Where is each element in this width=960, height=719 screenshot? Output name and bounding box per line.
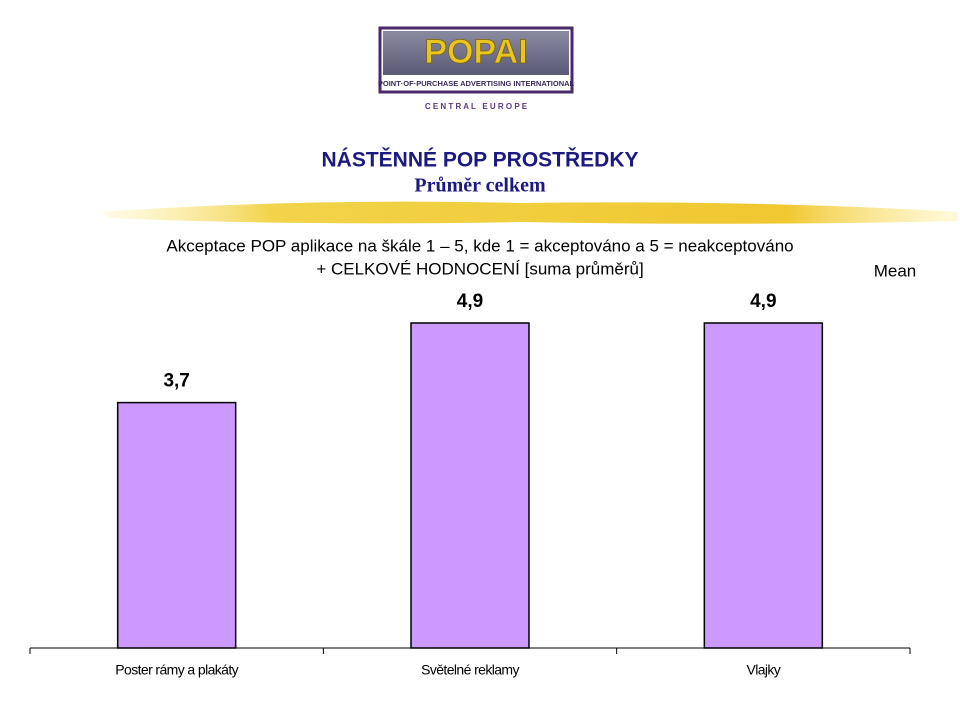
logo-name: POPAI [424,33,527,71]
slide-subtitle: Průměr celkem [414,175,546,197]
bar [703,322,824,649]
x-tick-label: Vlajky [746,662,780,678]
slide-title: NÁSTĚNNÉ POP PROSTŘEDKY [322,148,639,172]
logo-region: C E N T R A L E U R O P E [425,102,528,111]
chart-title: + CELKOVÉ HODNOCENÍ [suma průměrů] [316,259,643,278]
logo-tagline: POINT·OF·PURCHASE ADVERTISING INTERNATIO… [378,79,575,88]
value-label: 4,9 [457,291,483,312]
value-label: 4,9 [750,291,776,312]
chart-title: Akceptace POP aplikace na škále 1 – 5, k… [166,236,793,255]
legend-label: Mean [874,261,917,280]
bar [116,401,237,649]
logo: POPAI POINT·OF·PURCHASE ADVERTISING INTE… [378,26,575,111]
brush-stroke [100,201,958,224]
chart: Akceptace POP aplikace na škále 1 – 5, k… [29,236,917,678]
value-label: 3,7 [163,371,189,392]
x-tick-label: Poster rámy a plakáty [115,662,238,678]
bar [410,322,530,649]
x-tick-label: Světelné reklamy [421,662,519,678]
logo-band [383,31,569,75]
